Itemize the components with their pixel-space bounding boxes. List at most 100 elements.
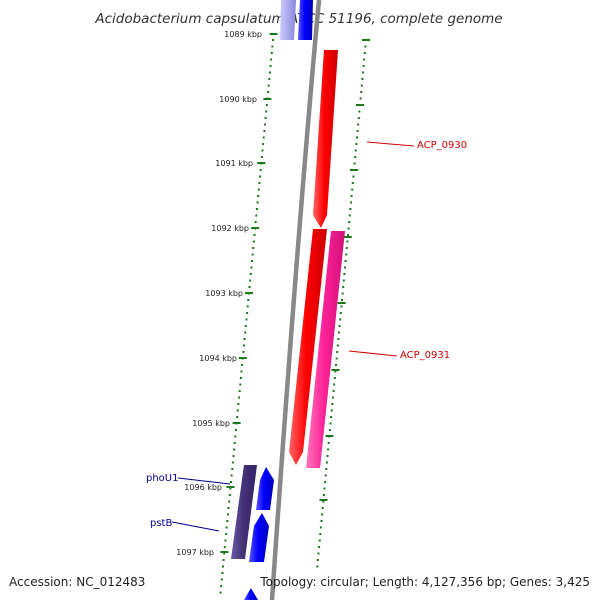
ruler-dot [232, 455, 235, 457]
ruler-dot [270, 58, 273, 61]
ruler-dot [333, 383, 336, 386]
ruler-dot [221, 572, 224, 574]
ruler-dot [350, 201, 352, 204]
ruler-dot [254, 221, 257, 223]
ruler-dot [233, 448, 236, 451]
ruler-dot [317, 552, 320, 555]
ruler-dot [331, 396, 334, 399]
ruler-dot [341, 299, 343, 301]
ruler-dot [360, 84, 363, 87]
ruler-major-tick [263, 98, 272, 100]
ruler-dot [354, 149, 357, 152]
ruler-dot [327, 442, 330, 444]
ruler-dot [265, 104, 268, 106]
ruler-dot [337, 338, 340, 340]
ruler-dot [242, 351, 245, 353]
ruler-dot [244, 325, 247, 327]
ruler-dot [240, 370, 243, 373]
ruler-dot [325, 468, 328, 470]
ruler-major-tick [319, 499, 328, 501]
ruler-dot [262, 143, 265, 145]
ruler-dot [335, 357, 338, 360]
ruler-dot [345, 253, 348, 256]
ruler-dot [345, 247, 348, 249]
gene-label-text: ACP_0930 [417, 140, 467, 151]
gene-acp0930 [313, 50, 338, 228]
ruler-dot [319, 526, 322, 529]
ruler-dot [316, 559, 319, 561]
ruler-dot [339, 318, 342, 321]
ruler-dot [229, 487, 232, 490]
ruler-dot [252, 240, 255, 243]
ruler-dot [231, 468, 234, 470]
ruler-dot [268, 71, 271, 74]
ruler-dot [257, 195, 260, 197]
ruler-dot [223, 546, 226, 548]
ruler-dot [327, 448, 330, 451]
gene-label-text: phoU1 [146, 473, 179, 484]
accession-text: Accession: NC_012483 [9, 575, 145, 589]
ruler-dot [260, 156, 263, 158]
tick-label: 1095 kbp [192, 419, 230, 428]
genome-summary-text: Topology: circular; Length: 4,127,356 bp… [259, 575, 590, 589]
ruler-dot [264, 117, 267, 119]
ruler-dot [332, 390, 335, 392]
ruler-dot [351, 182, 354, 184]
ruler-dot [248, 286, 251, 288]
ruler-dot [237, 403, 240, 405]
tick-label: 1090 kbp [219, 95, 257, 104]
ruler-dot [263, 130, 266, 132]
ruler-dot [239, 383, 242, 386]
ruler-dot [324, 481, 327, 483]
ruler-dot [272, 39, 274, 41]
gene-features [231, 0, 345, 600]
ruler-dot [267, 91, 270, 93]
ruler-dot [318, 539, 321, 542]
ruler-dot [331, 403, 334, 405]
ruler-dot [241, 364, 244, 366]
ruler-dot [325, 461, 328, 464]
gene-blue-upper [256, 467, 274, 510]
ruler-dot [227, 507, 230, 509]
tick-labels: 1089 kbp 1090 kbp 1091 kbp 1092 kbp 1093… [176, 30, 262, 557]
ruler-dot [226, 520, 229, 522]
ruler-major-tick [362, 39, 370, 41]
ruler-dot [363, 52, 366, 54]
ruler-dot [334, 370, 337, 373]
ruler-dot [348, 214, 351, 217]
tick-label: 1094 kbp [199, 354, 237, 363]
gene-label-phou1: phoU1 [146, 473, 231, 485]
ruler-dot [319, 533, 322, 535]
ruler-dot [268, 78, 271, 80]
ruler-major-tick [350, 169, 358, 171]
ruler-dot [230, 474, 233, 477]
ruler-dot [253, 234, 256, 236]
ruler-dot [322, 494, 325, 496]
map-title: Acidobacterium capsulatum ATCC 51196, co… [94, 11, 502, 27]
ruler-dot [357, 117, 360, 119]
ruler-dot [340, 305, 343, 308]
ruler-dot [258, 182, 261, 184]
ruler-dot [225, 526, 228, 529]
ruler-left-dots [219, 33, 278, 594]
ruler-dot [222, 559, 225, 561]
gene-label-acp0930: ACP_0930 [366, 140, 467, 151]
ruler-dot [347, 227, 350, 230]
ruler-dot [226, 513, 229, 516]
ruler-dot [333, 377, 336, 379]
ruler-dot [222, 565, 224, 568]
ruler-dot [343, 273, 346, 275]
ruler-dot [336, 351, 339, 353]
ruler-dot [364, 45, 367, 48]
ruler-dot [247, 299, 250, 301]
ruler-dot [257, 188, 260, 191]
ruler-dot [224, 539, 227, 542]
ruler-dot [341, 292, 344, 295]
ruler-right-dots [316, 39, 370, 568]
ruler-dot [353, 162, 356, 165]
ruler-dot [250, 266, 253, 269]
ruler-dot [362, 71, 364, 74]
ruler-dot [316, 565, 319, 568]
ruler-dot [350, 195, 353, 197]
